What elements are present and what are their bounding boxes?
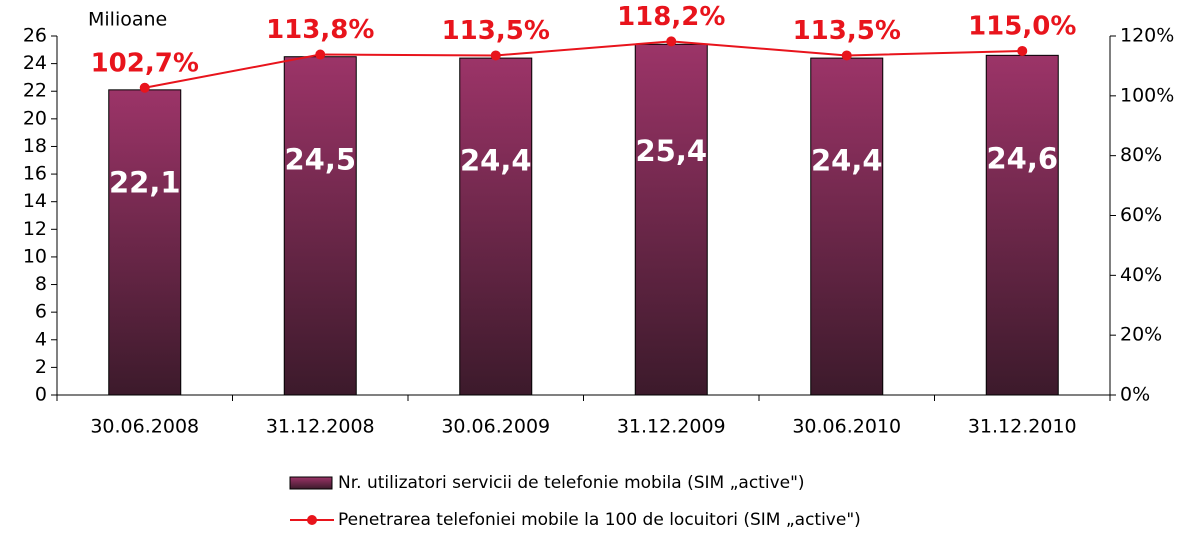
y2-tick-label: 20%: [1120, 324, 1162, 346]
y-tick-label: 18: [23, 135, 47, 157]
x-tick-label: 30.06.2009: [441, 416, 550, 438]
bar-value-label: 24,6: [986, 142, 1058, 176]
bar-value-label: 24,5: [284, 143, 356, 177]
y-tick-label: 20: [23, 107, 47, 129]
y-tick-label: 10: [23, 245, 47, 267]
y2-tick-label: 40%: [1120, 264, 1162, 286]
y2-tick-label: 60%: [1120, 204, 1162, 226]
line-value-label: 115,0%: [968, 11, 1076, 41]
line-point: [841, 50, 852, 61]
y-tick-label: 4: [35, 328, 47, 350]
y-tick-label: 22: [23, 80, 47, 102]
legend-label: Penetrarea telefoniei mobile la 100 de l…: [338, 510, 861, 530]
bar-value-label: 24,4: [460, 144, 532, 178]
legend-label: Nr. utilizatori servicii de telefonie mo…: [338, 473, 805, 493]
legend-swatch: [307, 515, 317, 525]
x-tick-label: 31.12.2008: [266, 416, 375, 438]
bar: [108, 89, 182, 396]
bar: [985, 54, 1059, 396]
x-tick-label: 30.06.2008: [90, 416, 199, 438]
y2-tick-label: 120%: [1120, 25, 1174, 47]
bar: [459, 57, 533, 396]
y2-tick-label: 100%: [1120, 84, 1174, 106]
y2-tick-label: 80%: [1120, 144, 1162, 166]
y-axis-label: Milioane: [88, 9, 167, 31]
line-point: [1017, 45, 1028, 56]
legend-swatch: [289, 476, 333, 490]
y-tick-label: 12: [23, 218, 47, 240]
y-tick-label: 8: [35, 273, 47, 295]
y-tick-label: 6: [35, 301, 47, 323]
line: [144, 40, 1023, 89]
bar: [283, 56, 357, 396]
line-value-label: 102,7%: [91, 48, 199, 78]
line-point: [490, 50, 501, 61]
bar: [810, 57, 884, 396]
x-tick-label: 30.06.2010: [792, 416, 901, 438]
line-value-label: 113,5%: [793, 16, 901, 46]
y-tick-label: 26: [23, 25, 47, 47]
line-point: [139, 82, 150, 93]
line-point: [666, 36, 677, 47]
y-tick-label: 14: [23, 190, 47, 212]
y-tick-label: 24: [23, 52, 47, 74]
line-value-label: 113,8%: [266, 15, 374, 45]
line-value-label: 118,2%: [617, 2, 725, 32]
x-tick-label: 31.12.2009: [617, 416, 726, 438]
line-value-label: 113,5%: [442, 16, 550, 46]
bar-value-label: 22,1: [109, 165, 181, 199]
line-point: [315, 49, 326, 60]
bar-value-label: 24,4: [811, 144, 883, 178]
y2-tick-label: 0%: [1120, 384, 1150, 406]
y-tick-label: 16: [23, 163, 47, 185]
y-tick-label: 0: [35, 384, 47, 406]
bar: [634, 43, 708, 396]
y-tick-label: 2: [35, 356, 47, 378]
bar-value-label: 25,4: [635, 134, 707, 168]
x-tick-label: 31.12.2010: [968, 416, 1077, 438]
